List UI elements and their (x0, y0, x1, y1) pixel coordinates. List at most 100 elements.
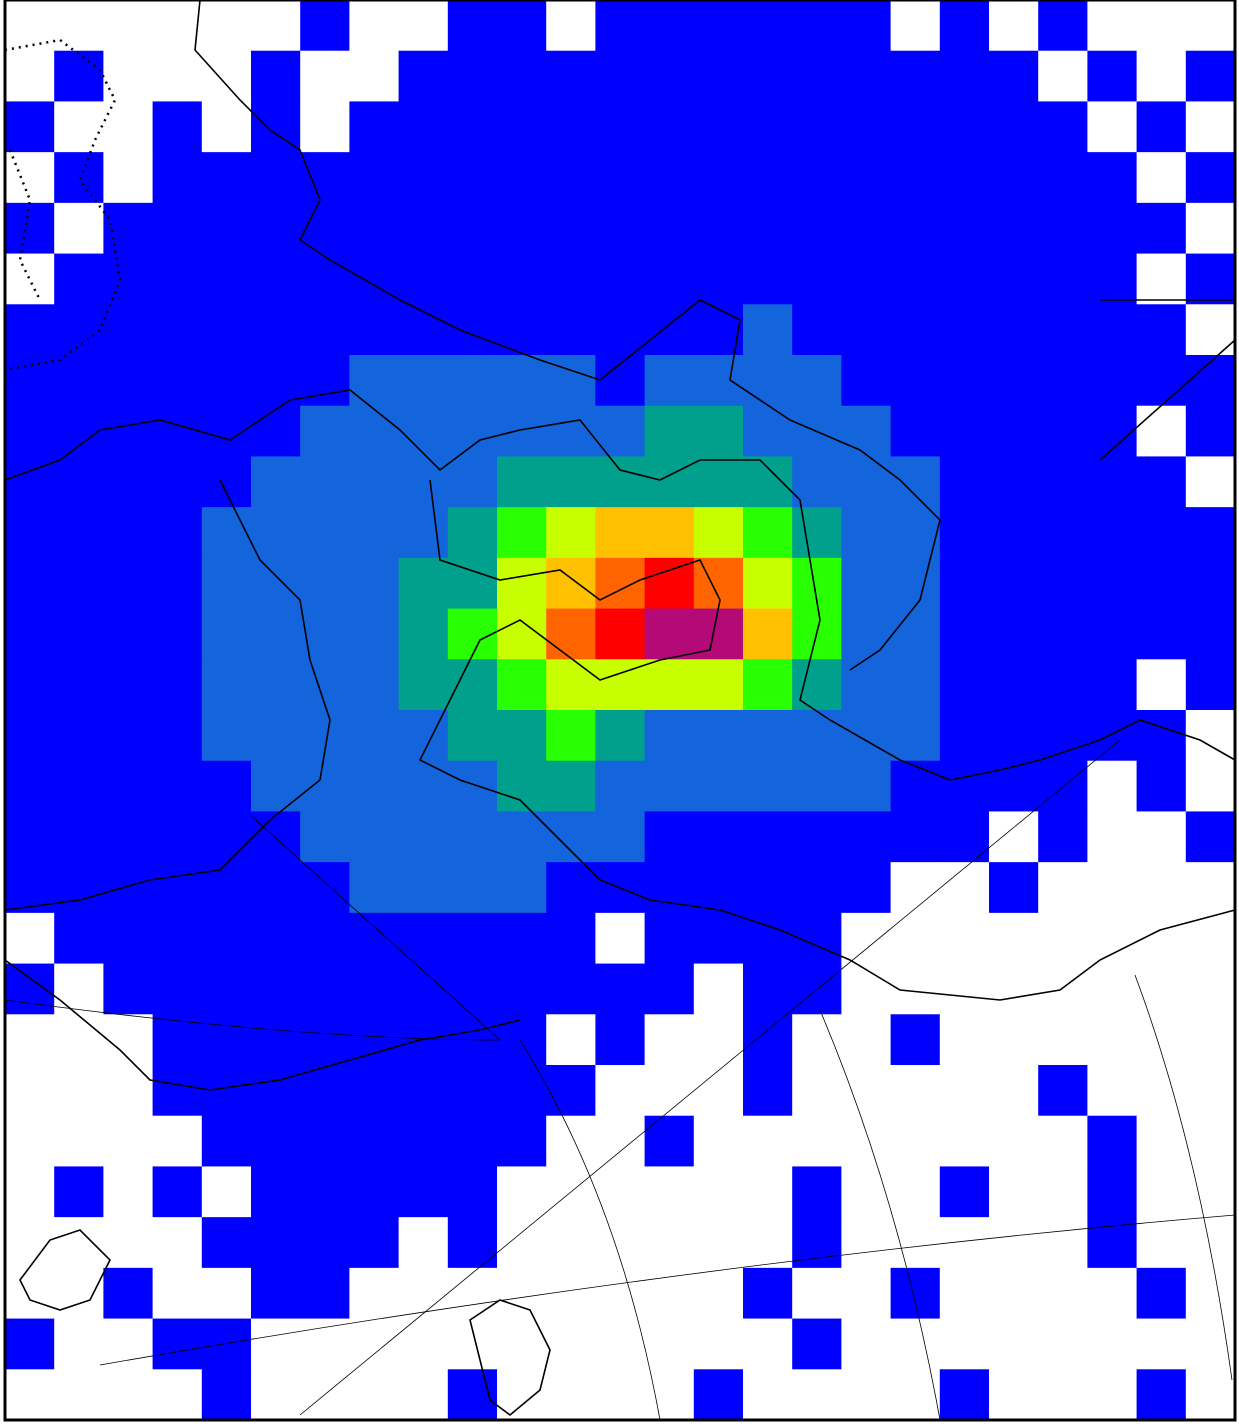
heat-cell (54, 760, 104, 812)
heat-cell (644, 1318, 695, 1370)
island (19, 1229, 111, 1311)
heat-cell (1185, 1065, 1236, 1117)
heat-cell (5, 608, 55, 660)
heat-cell (201, 1115, 252, 1167)
heat-cell (497, 811, 547, 863)
heat-cell (5, 253, 55, 305)
heat-cell (792, 1065, 842, 1117)
heat-cell (890, 1115, 941, 1167)
heat-cell (644, 1166, 695, 1218)
heat-cell (1136, 355, 1187, 407)
heat-cell (595, 0, 646, 52)
heat-cell (841, 760, 892, 812)
heat-cell (693, 50, 744, 102)
heat-cell (349, 1369, 400, 1421)
heat-cell (1038, 202, 1088, 255)
heat-cell (349, 253, 400, 305)
heat-cell (398, 862, 449, 914)
heat-cell (1038, 1065, 1088, 1117)
heat-cell (5, 912, 55, 965)
heat-cell (546, 355, 596, 407)
heat-cell (201, 1166, 252, 1218)
heat-cell (152, 1318, 203, 1370)
heat-cell (54, 659, 104, 711)
heat-cell (1136, 659, 1187, 711)
heat-cell (201, 304, 252, 356)
heat-cell (54, 1014, 104, 1066)
heat-cell (398, 152, 449, 204)
heat-cell (497, 253, 547, 305)
meridian (519, 1039, 661, 1421)
heat-cell (989, 405, 1039, 457)
heat-cell (939, 557, 990, 610)
heat-cell (1038, 101, 1088, 153)
heat-cell (251, 608, 301, 660)
heat-cell (201, 1369, 252, 1421)
heat-cell (447, 659, 498, 711)
heat-cell (1087, 202, 1138, 255)
heat-cell (103, 1217, 154, 1269)
heat-cell (54, 862, 104, 914)
heat-cell (497, 1318, 547, 1370)
heat-cell (300, 304, 350, 356)
heat-cell (5, 405, 55, 457)
island (469, 1299, 551, 1417)
heat-cell (1087, 963, 1138, 1015)
heat-cell (398, 507, 449, 559)
heat-cell (939, 912, 990, 965)
heat-cell (201, 1318, 252, 1370)
heat-cell (546, 811, 596, 863)
heat-cell (251, 963, 301, 1015)
border (4, 389, 1236, 781)
heat-cell (890, 710, 941, 762)
heat-cell (1038, 912, 1088, 965)
heat-cell (989, 557, 1039, 610)
heat-cell (989, 355, 1039, 407)
dotted-border (8, 149, 42, 301)
heat-cell (54, 1369, 104, 1421)
heat-cell (103, 1014, 154, 1066)
heat-cell (152, 0, 203, 52)
heat-cell (546, 507, 596, 559)
heat-cell (54, 1267, 104, 1320)
heat-cell (841, 50, 892, 102)
heat-cell (841, 1065, 892, 1117)
heat-cell (152, 1369, 203, 1421)
heat-cell (939, 253, 990, 305)
heat-cell (939, 811, 990, 863)
heat-cell (841, 608, 892, 660)
heat-cell (201, 862, 252, 914)
heat-cell (989, 811, 1039, 863)
heat-cell (644, 1115, 695, 1167)
heat-cell (644, 50, 695, 102)
heat-cell (939, 101, 990, 153)
heat-cell (693, 1115, 744, 1167)
heat-cell (841, 507, 892, 559)
heat-cell (989, 1369, 1039, 1421)
border (4, 479, 331, 911)
heat-cell (1087, 456, 1138, 508)
heat-cell (152, 1166, 203, 1218)
heat-cell (841, 659, 892, 711)
heat-cell (841, 355, 892, 407)
heat-cell (1038, 608, 1088, 660)
heat-cell (595, 507, 646, 559)
heat-cell (103, 0, 154, 52)
heat-cell (693, 1014, 744, 1066)
heat-cell (201, 760, 252, 812)
heat-cell (349, 304, 400, 356)
heat-cell (595, 1217, 646, 1269)
heat-cell (54, 456, 104, 508)
heat-cell (841, 101, 892, 153)
heat-cell (693, 1065, 744, 1117)
heat-cell (792, 710, 842, 762)
heat-cell (398, 811, 449, 863)
heat-cell (152, 152, 203, 204)
heat-cell (989, 1115, 1039, 1167)
heat-cell (497, 862, 547, 914)
heat-cell (1038, 507, 1088, 559)
heat-cell (103, 608, 154, 660)
heat-cell (398, 101, 449, 153)
heat-cell (693, 507, 744, 559)
heat-cell (792, 355, 842, 407)
